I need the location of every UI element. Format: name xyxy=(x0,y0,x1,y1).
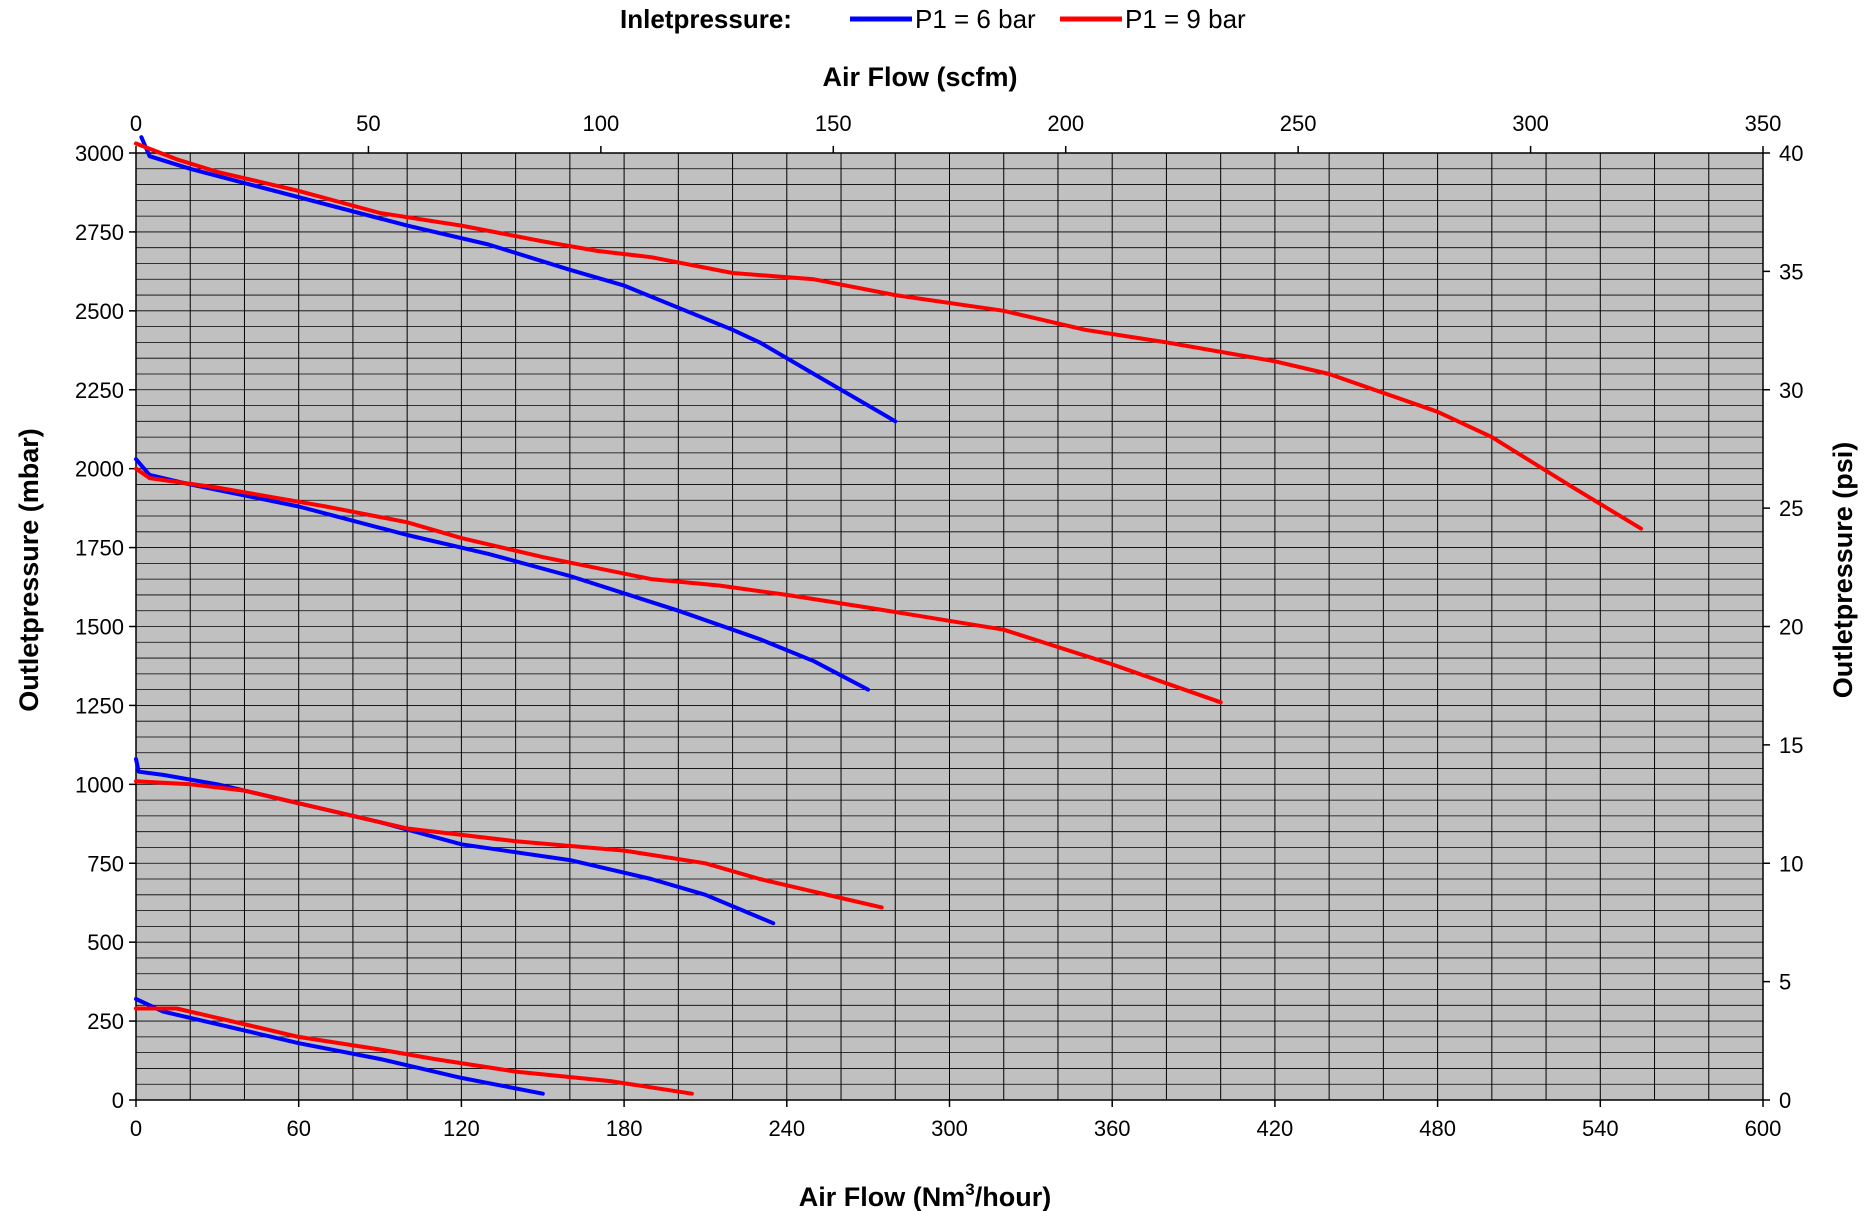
legend-label-p1-9-bar: P1 = 9 bar xyxy=(1125,4,1246,34)
left-axis-title: Outletpressure (mbar) xyxy=(14,428,44,712)
left-tick-label: 500 xyxy=(87,930,124,955)
top-tick-label: 150 xyxy=(815,111,852,136)
right-axis-title: Outletpressure (psi) xyxy=(1828,442,1858,699)
right-tick-label: 25 xyxy=(1779,496,1803,521)
top-tick-label: 0 xyxy=(130,111,142,136)
right-tick-label: 0 xyxy=(1779,1088,1791,1113)
bottom-tick-label: 480 xyxy=(1419,1116,1456,1141)
series-line-p1-9-bar-7 xyxy=(134,1006,694,1096)
series-line-p1-6-bar-6 xyxy=(134,997,545,1096)
bottom-tick-label: 120 xyxy=(443,1116,480,1141)
legend-label-p1-6-bar: P1 = 6 bar xyxy=(915,4,1036,34)
left-tick-label: 1500 xyxy=(75,615,124,640)
series-layer xyxy=(134,135,1643,1096)
series-line-p1-9-bar-3 xyxy=(134,466,1223,705)
right-tick-label: 10 xyxy=(1779,851,1803,876)
bottom-tick-label: 420 xyxy=(1257,1116,1294,1141)
bottom-tick-label: 300 xyxy=(931,1116,968,1141)
right-tick-label: 15 xyxy=(1779,733,1803,758)
left-tick-label: 2250 xyxy=(75,378,124,403)
top-tick-label: 100 xyxy=(582,111,619,136)
right-tick-label: 5 xyxy=(1779,970,1791,995)
bottom-tick-label: 600 xyxy=(1745,1116,1782,1141)
top-tick-label: 50 xyxy=(356,111,380,136)
left-tick-label: 2500 xyxy=(75,299,124,324)
left-tick-label: 0 xyxy=(112,1088,124,1113)
top-tick-label: 250 xyxy=(1280,111,1317,136)
right-tick-label: 30 xyxy=(1779,378,1803,403)
legend: Inletpressure: P1 = 6 bar P1 = 9 bar xyxy=(620,4,1246,34)
left-tick-label: 1250 xyxy=(75,693,124,718)
left-tick-label: 1000 xyxy=(75,772,124,797)
left-tick-label: 2000 xyxy=(75,457,124,482)
bottom-tick-label: 0 xyxy=(130,1116,142,1141)
left-tick-label: 2750 xyxy=(75,220,124,245)
bottom-tick-label: 180 xyxy=(606,1116,643,1141)
left-tick-label: 750 xyxy=(87,851,124,876)
legend-title: Inletpressure: xyxy=(620,4,792,34)
right-tick-label: 40 xyxy=(1779,141,1803,166)
top-axis-title: Air Flow (scfm) xyxy=(822,62,1017,92)
series-line-p1-6-bar-0 xyxy=(139,135,898,424)
bottom-tick-label: 540 xyxy=(1582,1116,1619,1141)
series-line-p1-9-bar-5 xyxy=(134,779,884,910)
gridlines xyxy=(135,152,1764,1101)
top-tick-label: 350 xyxy=(1745,111,1782,136)
plot-area xyxy=(135,152,1764,1101)
bottom-axis-title: Air Flow (Nm3/hour) xyxy=(799,1180,1051,1211)
bottom-tick-label: 360 xyxy=(1094,1116,1131,1141)
left-tick-label: 250 xyxy=(87,1009,124,1034)
bottom-tick-label: 240 xyxy=(768,1116,805,1141)
top-tick-label: 200 xyxy=(1047,111,1084,136)
right-tick-label: 35 xyxy=(1779,259,1803,284)
bottom-tick-label: 60 xyxy=(286,1116,310,1141)
series-line-p1-9-bar-1 xyxy=(134,141,1643,531)
left-tick-label: 1750 xyxy=(75,536,124,561)
top-tick-label: 300 xyxy=(1512,111,1549,136)
left-tick-label: 3000 xyxy=(75,141,124,166)
right-tick-label: 20 xyxy=(1779,615,1803,640)
